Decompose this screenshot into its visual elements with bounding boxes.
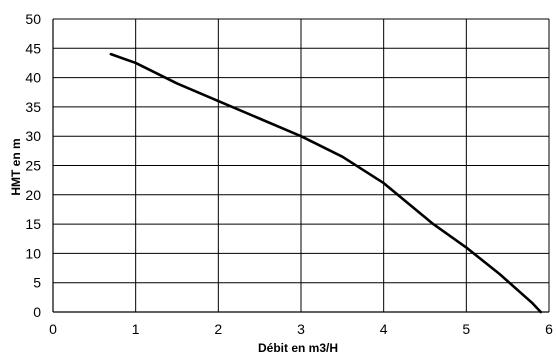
- x-tick-label: 2: [214, 321, 222, 337]
- x-tick-label: 3: [297, 321, 305, 337]
- y-tick-label: 15: [25, 216, 41, 232]
- x-axis-label: Débit en m3/H: [258, 341, 338, 354]
- grid: [52, 18, 550, 313]
- y-tick-label: 50: [25, 11, 41, 27]
- series-line: [109, 52, 543, 314]
- y-tick-label: 10: [25, 245, 41, 261]
- y-tick-label: 0: [33, 304, 41, 320]
- x-tick-label: 6: [545, 321, 553, 337]
- series-layer: [109, 52, 543, 314]
- y-tick-label: 5: [33, 275, 41, 291]
- x-tick-label: 4: [380, 321, 388, 337]
- y-tick-label: 35: [25, 99, 41, 115]
- y-tick-label: 45: [25, 40, 41, 56]
- y-axis-label: HMT en m: [9, 138, 23, 195]
- x-tick-label: 0: [49, 321, 57, 337]
- x-tick-label: 1: [132, 321, 140, 337]
- y-tick-label: 25: [25, 158, 41, 174]
- axes: [52, 19, 549, 313]
- y-tick-label: 20: [25, 187, 41, 203]
- x-tick-label: 5: [462, 321, 470, 337]
- y-tick-label: 30: [25, 128, 41, 144]
- y-tick-label: 40: [25, 70, 41, 86]
